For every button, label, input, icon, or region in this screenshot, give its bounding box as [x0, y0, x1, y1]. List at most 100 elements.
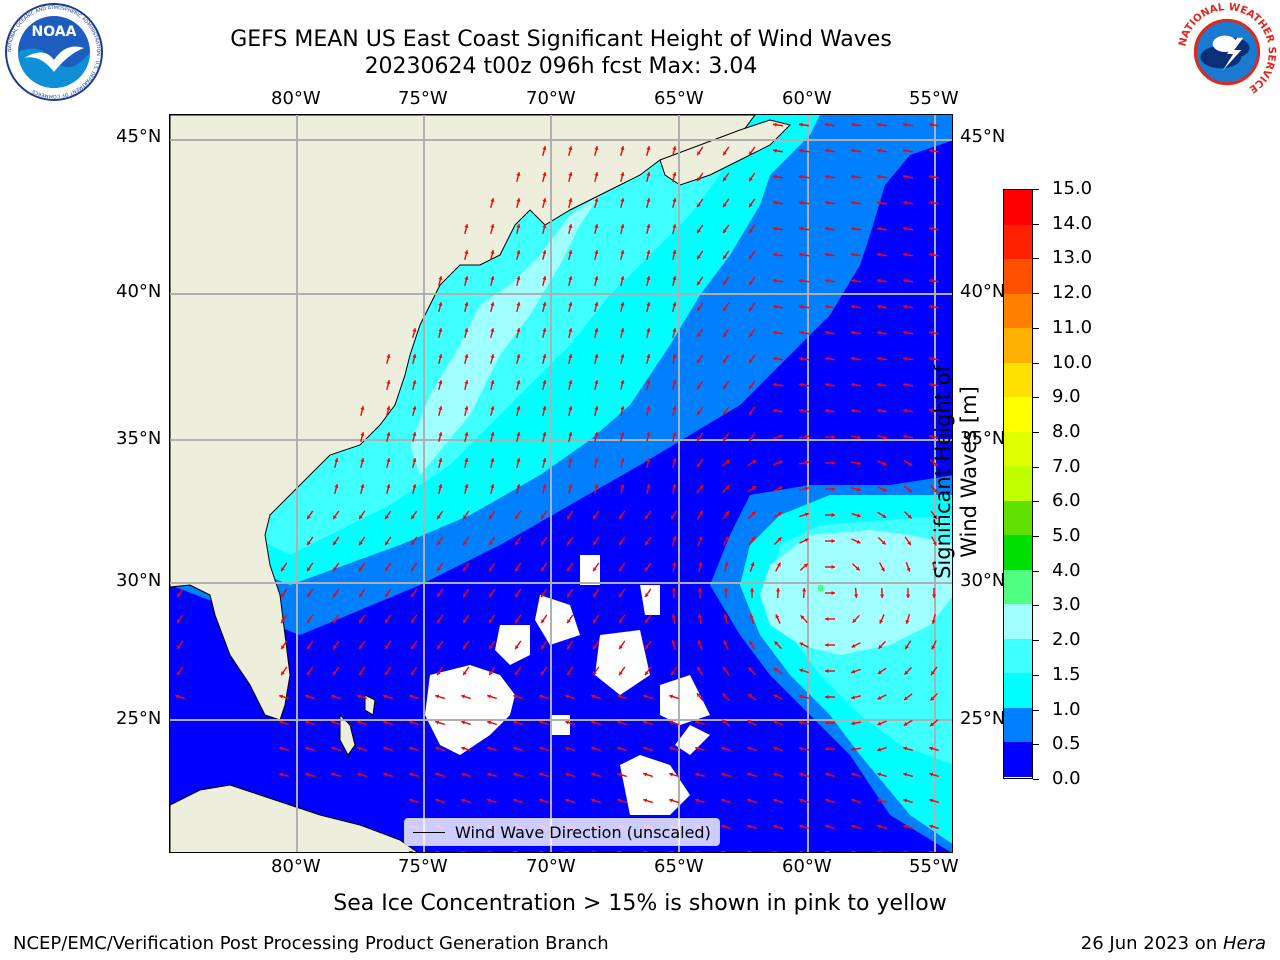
wave-direction-arrowhead	[931, 671, 935, 676]
wave-direction-arrowhead	[723, 255, 727, 260]
wave-direction-arrowhead	[568, 224, 573, 228]
wave-direction-arrowhead	[825, 304, 829, 309]
wave-direction-arrowhead	[409, 772, 414, 777]
wave-direction-arrowhead	[825, 382, 829, 387]
wave-direction-arrowhead	[903, 722, 908, 726]
wave-direction-arrowhead	[851, 643, 856, 648]
wave-direction-arrowhead	[435, 720, 440, 725]
colorbar-tick-label: 12.0	[1052, 282, 1093, 304]
colorbar-label: Significant Height of Wind Waves [m]	[930, 292, 982, 652]
wave-direction-arrowhead	[825, 772, 830, 777]
wave-direction-arrowhead	[903, 252, 907, 257]
wave-direction-arrowhead	[698, 536, 703, 541]
wave-direction-arrowhead	[359, 619, 363, 624]
wave-direction-arrowhead	[646, 458, 651, 462]
wave-direction-arrowhead	[773, 720, 778, 725]
wave-direction-arrowhead	[723, 411, 727, 416]
wave-direction-arrowhead	[929, 824, 934, 829]
wave-direction-arrowhead	[877, 200, 881, 205]
wave-direction-arrowhead	[799, 720, 803, 725]
lat-tick-left-45n: 45°N	[116, 126, 162, 147]
wave-direction-arrowhead	[490, 432, 495, 436]
wave-direction-arrowhead	[516, 406, 521, 410]
wave-direction-arrowhead	[747, 850, 752, 852]
wave-direction-arrowhead	[773, 668, 778, 672]
wave-direction-arrowhead	[464, 458, 469, 462]
wave-direction-arrowhead	[645, 619, 649, 624]
lat-tick-left-40n: 40°N	[116, 281, 162, 302]
wave-direction-arrowhead	[723, 666, 727, 671]
wave-direction-arrowhead	[695, 746, 700, 751]
wave-direction-arrowhead	[620, 458, 625, 462]
wave-direction-arrowhead	[515, 645, 519, 650]
wave-direction-arrowhead	[929, 356, 933, 361]
wave-direction-arrowhead	[773, 694, 778, 699]
colorbar-tick-label: 10.0	[1052, 351, 1093, 373]
wave-direction-arrowhead	[672, 562, 677, 566]
wave-direction-arrowhead	[515, 671, 519, 676]
wave-direction-arrowhead	[593, 593, 597, 598]
wave-direction-arrowhead	[568, 458, 573, 462]
wave-direction-arrowhead	[515, 541, 519, 546]
land-north-america	[170, 115, 756, 721]
wave-direction-arrowhead	[749, 333, 753, 338]
wave-direction-arrowhead	[409, 694, 414, 699]
colorbar-tick-mark	[1033, 258, 1039, 260]
wave-direction-arrowhead	[773, 148, 777, 153]
wave-direction-arrowhead	[620, 484, 625, 488]
wave-direction-arrowhead	[646, 354, 651, 358]
wave-direction-arrowhead	[542, 302, 547, 306]
wave-direction-arrowhead	[805, 486, 809, 491]
wave-direction-arrowhead	[594, 302, 599, 306]
wave-direction-arrowhead	[851, 356, 855, 361]
wave-direction-arrowhead	[906, 567, 911, 572]
wave-direction-arrowhead	[435, 694, 440, 699]
wave-direction-arrowhead	[331, 772, 336, 777]
wave-direction-arrowhead	[929, 122, 933, 127]
colorbar-tick-mark	[1033, 570, 1039, 572]
lat-tick-right-25n: 25°N	[960, 708, 1006, 729]
colorbar-tick-label: 3.0	[1052, 594, 1081, 616]
wave-direction-arrowhead	[619, 515, 623, 520]
wave-direction-arrowhead	[799, 122, 803, 127]
wave-direction-arrowhead	[461, 694, 466, 699]
wave-direction-arrowhead	[747, 746, 752, 751]
wave-direction-arrowhead	[177, 671, 181, 676]
wave-direction-arrowhead	[334, 484, 339, 488]
wave-direction-arrowhead	[594, 406, 599, 410]
wave-direction-arrowhead	[489, 645, 493, 650]
wave-direction-arrowhead	[385, 619, 389, 624]
wave-direction-arrowhead	[489, 541, 493, 546]
wave-direction-arrowhead	[645, 541, 649, 546]
colorbar-tick-label: 7.0	[1052, 455, 1081, 477]
wave-direction-arrowhead	[804, 512, 809, 517]
wave-direction-arrowhead	[877, 850, 882, 852]
colorbar-segment	[1004, 707, 1032, 743]
colorbar-tick-mark	[1033, 605, 1039, 607]
wave-direction-arrowhead	[333, 593, 337, 598]
wave-direction-arrowhead	[463, 515, 467, 520]
wave-direction-arrowhead	[359, 593, 363, 598]
wave-direction-arrowhead	[877, 721, 882, 726]
wave-direction-arrowhead	[411, 593, 415, 598]
colorbar-tick-label: 6.0	[1052, 490, 1081, 512]
wave-direction-arrowhead	[669, 798, 674, 803]
wave-direction-arrowhead	[542, 406, 547, 410]
wave-direction-arrowhead	[645, 593, 649, 598]
wave-direction-arrowhead	[279, 772, 284, 777]
wave-direction-arrowhead	[851, 226, 855, 231]
wave-direction-arrowhead	[773, 746, 778, 751]
wave-direction-arrowhead	[567, 567, 571, 572]
wave-direction-arrowhead	[617, 720, 622, 725]
wave-direction-arrowhead	[541, 515, 545, 520]
wave-direction-arrowhead	[695, 798, 700, 803]
wave-direction-arrowhead	[307, 645, 311, 650]
wave-direction-arrowhead	[697, 614, 702, 618]
wave-direction-arrowhead	[438, 380, 443, 384]
wave-direction-arrowhead	[723, 281, 727, 286]
lon-tick-top-60w: 60°W	[782, 88, 832, 109]
wave-direction-arrowhead	[749, 359, 753, 364]
wave-direction-arrowhead	[565, 694, 570, 699]
wave-direction-arrowhead	[516, 302, 521, 306]
wave-direction-arrowhead	[360, 432, 365, 436]
